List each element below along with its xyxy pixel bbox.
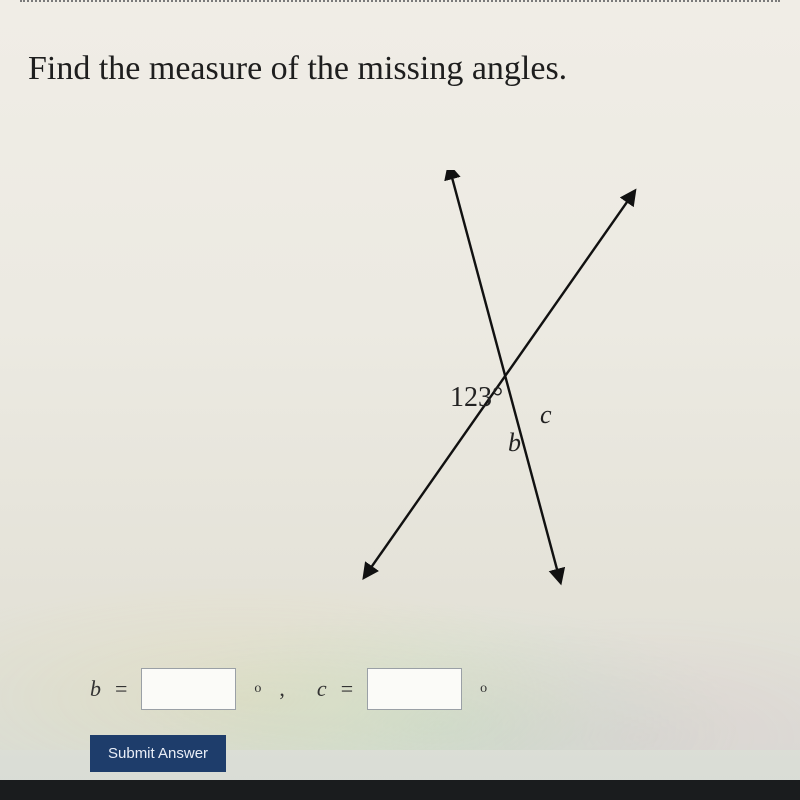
answer-b-input[interactable] xyxy=(141,668,236,710)
angle-b-label: b xyxy=(508,428,521,458)
diagram-ray xyxy=(505,194,632,376)
top-divider xyxy=(20,0,780,2)
comma: , xyxy=(279,676,285,702)
equals-sign-2: = xyxy=(341,676,353,702)
question-prompt: Find the measure of the missing angles. xyxy=(28,50,800,88)
diagram-svg xyxy=(270,170,700,590)
equals-sign: = xyxy=(115,676,127,702)
answer-c-input[interactable] xyxy=(367,668,462,710)
angle-c-label: c xyxy=(540,400,552,430)
worksheet-page: Find the measure of the missing angles. … xyxy=(0,0,800,800)
bottom-bezel xyxy=(0,780,800,800)
degree-symbol-b: o xyxy=(254,681,261,697)
angle-diagram: 123° c b xyxy=(270,170,700,590)
submit-answer-button[interactable]: Submit Answer xyxy=(90,735,226,772)
degree-symbol-c: o xyxy=(480,681,487,697)
answer-c-var: c xyxy=(317,676,327,702)
given-angle-label: 123° xyxy=(450,382,503,414)
answer-row: b = o , c = o xyxy=(90,668,487,710)
answer-b-var: b xyxy=(90,676,101,702)
diagram-ray xyxy=(450,170,505,376)
